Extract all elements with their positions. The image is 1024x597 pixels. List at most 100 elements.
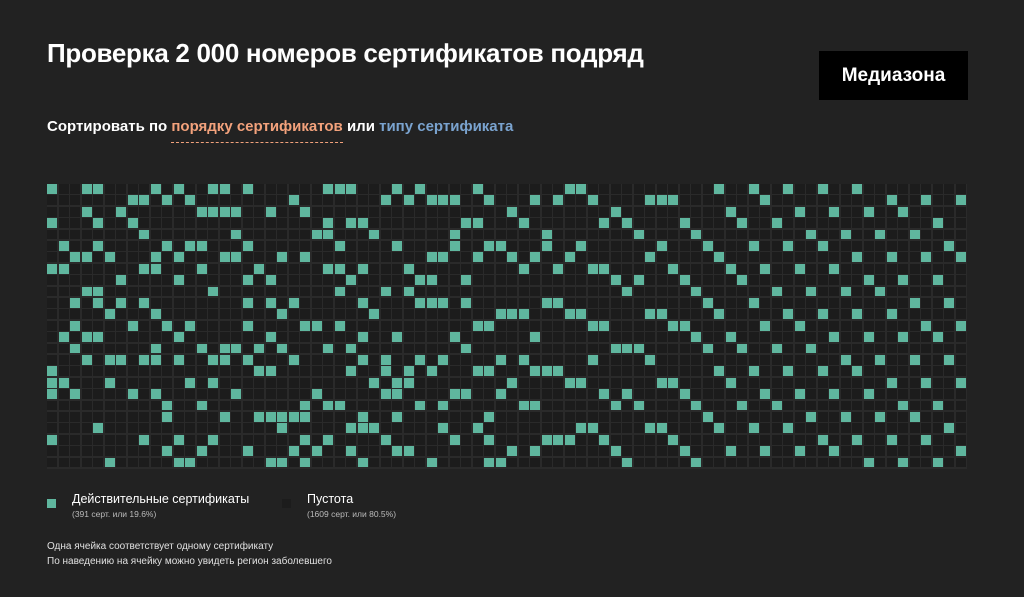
cell-empty[interactable] (242, 206, 253, 217)
cell-empty[interactable] (219, 298, 230, 308)
cell-empty[interactable] (277, 241, 287, 251)
cell-empty[interactable] (104, 320, 115, 331)
cell-empty[interactable] (576, 355, 586, 365)
cell-valid[interactable] (472, 366, 483, 377)
cell-valid[interactable] (955, 446, 966, 457)
cell-valid[interactable] (725, 206, 736, 217)
cell-empty[interactable] (127, 298, 138, 308)
cell-valid[interactable] (668, 320, 678, 331)
cell-empty[interactable] (737, 229, 747, 240)
cell-valid[interactable] (415, 298, 425, 308)
cell-empty[interactable] (47, 412, 57, 422)
cell-valid[interactable] (219, 412, 230, 422)
cell-empty[interactable] (748, 275, 759, 286)
cell-empty[interactable] (909, 184, 920, 194)
cell-valid[interactable] (403, 446, 414, 457)
cell-valid[interactable] (254, 263, 264, 274)
cell-empty[interactable] (380, 263, 391, 274)
cell-valid[interactable] (265, 457, 276, 468)
cell-empty[interactable] (242, 457, 253, 468)
cell-empty[interactable] (472, 286, 483, 297)
cell-empty[interactable] (863, 400, 874, 411)
cell-valid[interactable] (507, 252, 517, 263)
cell-valid[interactable] (622, 218, 632, 229)
cell-valid[interactable] (610, 343, 621, 354)
cell-valid[interactable] (668, 377, 678, 388)
cell-empty[interactable] (254, 252, 264, 263)
cell-valid[interactable] (472, 320, 483, 331)
cell-empty[interactable] (392, 275, 402, 286)
cell-empty[interactable] (162, 252, 172, 263)
cell-empty[interactable] (104, 446, 115, 457)
cell-valid[interactable] (58, 263, 69, 274)
cell-empty[interactable] (806, 423, 816, 434)
cell-empty[interactable] (219, 377, 230, 388)
cell-empty[interactable] (81, 457, 92, 468)
cell-empty[interactable] (530, 263, 540, 274)
cell-valid[interactable] (150, 343, 161, 354)
cell-empty[interactable] (898, 355, 908, 365)
cell-valid[interactable] (794, 206, 805, 217)
cell-empty[interactable] (81, 309, 92, 320)
cell-empty[interactable] (219, 423, 230, 434)
cell-empty[interactable] (93, 275, 103, 286)
cell-empty[interactable] (748, 309, 759, 320)
cell-valid[interactable] (81, 184, 92, 194)
cell-valid[interactable] (944, 423, 954, 434)
cell-empty[interactable] (518, 412, 529, 422)
cell-empty[interactable] (277, 195, 287, 206)
cell-empty[interactable] (300, 229, 310, 240)
cell-empty[interactable] (47, 252, 57, 263)
cell-empty[interactable] (622, 377, 632, 388)
cell-empty[interactable] (840, 377, 851, 388)
cell-valid[interactable] (587, 195, 598, 206)
cell-empty[interactable] (668, 355, 678, 365)
cell-empty[interactable] (461, 355, 471, 365)
cell-empty[interactable] (58, 389, 69, 400)
cell-empty[interactable] (139, 184, 149, 194)
cell-empty[interactable] (875, 423, 885, 434)
cell-empty[interactable] (955, 309, 966, 320)
cell-empty[interactable] (783, 195, 793, 206)
cell-valid[interactable] (415, 400, 425, 411)
cell-empty[interactable] (530, 218, 540, 229)
cell-empty[interactable] (403, 184, 414, 194)
cell-valid[interactable] (794, 446, 805, 457)
cell-empty[interactable] (691, 412, 701, 422)
cell-empty[interactable] (196, 366, 207, 377)
cell-empty[interactable] (300, 423, 310, 434)
cell-empty[interactable] (507, 389, 517, 400)
cell-empty[interactable] (645, 275, 655, 286)
cell-empty[interactable] (334, 434, 345, 445)
cell-empty[interactable] (357, 229, 368, 240)
cell-valid[interactable] (932, 457, 943, 468)
cell-empty[interactable] (277, 229, 287, 240)
cell-empty[interactable] (725, 275, 736, 286)
cell-empty[interactable] (875, 218, 885, 229)
cell-valid[interactable] (840, 355, 851, 365)
cell-empty[interactable] (932, 423, 943, 434)
cell-valid[interactable] (346, 446, 356, 457)
cell-valid[interactable] (507, 206, 517, 217)
cell-empty[interactable] (760, 412, 770, 422)
cell-valid[interactable] (196, 446, 207, 457)
cell-empty[interactable] (898, 377, 908, 388)
cell-empty[interactable] (656, 206, 667, 217)
cell-empty[interactable] (380, 446, 391, 457)
cell-empty[interactable] (380, 412, 391, 422)
cell-valid[interactable] (656, 241, 667, 251)
cell-empty[interactable] (553, 252, 563, 263)
cell-empty[interactable] (702, 218, 713, 229)
cell-empty[interactable] (242, 389, 253, 400)
cell-empty[interactable] (380, 206, 391, 217)
cell-valid[interactable] (932, 275, 943, 286)
cell-valid[interactable] (392, 377, 402, 388)
cell-empty[interactable] (346, 195, 356, 206)
cell-empty[interactable] (58, 206, 69, 217)
cell-empty[interactable] (392, 206, 402, 217)
cell-empty[interactable] (403, 423, 414, 434)
cell-empty[interactable] (334, 446, 345, 457)
cell-valid[interactable] (162, 195, 172, 206)
cell-empty[interactable] (691, 184, 701, 194)
cell-empty[interactable] (771, 457, 782, 468)
